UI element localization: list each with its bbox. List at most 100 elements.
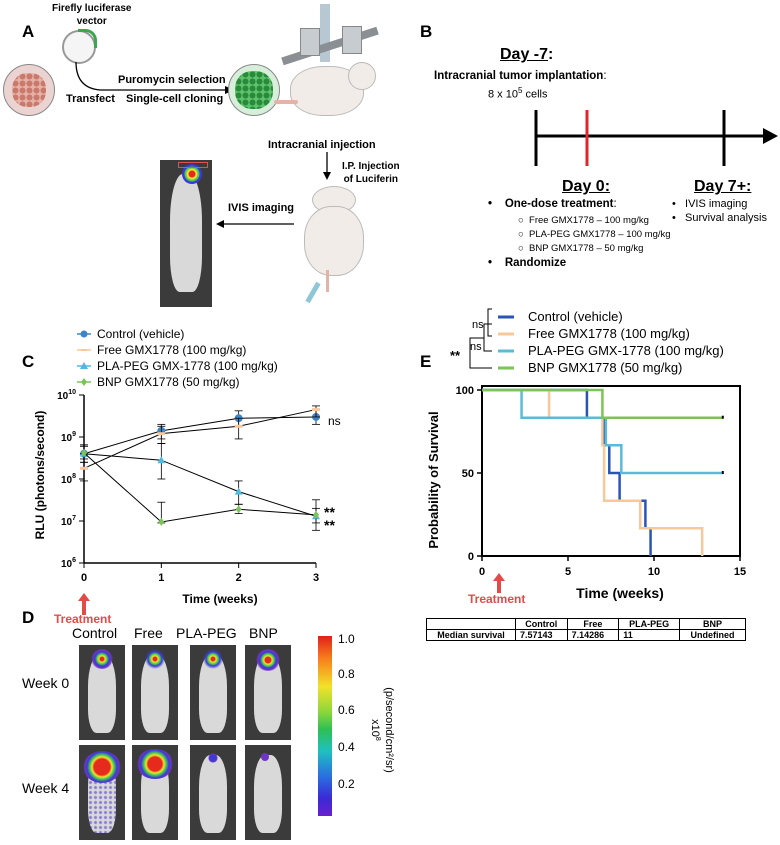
survival-chart-xlabel: Time (weeks) xyxy=(576,585,664,601)
data-point xyxy=(81,448,87,457)
data-point xyxy=(313,510,319,519)
after-text-1: IVIS imaging xyxy=(685,198,748,210)
panel-e-legend: ns ns ** Control (vehicle) Free GMX1778 … xyxy=(450,308,724,375)
data-point xyxy=(80,466,88,470)
legend-c-bnp: BNP GMX1778 (50 mg/kg) xyxy=(77,375,240,389)
table-cell: Undefined xyxy=(679,629,746,641)
legend-c-free: Free GMX1778 (100 mg/kg) xyxy=(77,343,246,357)
data-point xyxy=(235,505,242,514)
survival-chart-series xyxy=(482,388,724,556)
legend-e-free: Free GMX1778 (100 mg/kg) xyxy=(498,326,690,341)
treatment-arrow-e xyxy=(493,573,505,593)
timeline xyxy=(534,110,778,166)
data-point xyxy=(312,408,320,412)
rlu-chart: RLU (photons/second) Time (weeks) 106 107… xyxy=(33,389,341,606)
svg-text:x108: x108 xyxy=(369,719,381,741)
vector-label-line2: vector xyxy=(76,16,107,27)
plot-frame xyxy=(481,385,741,557)
day7-label: Day 7+: xyxy=(694,178,752,195)
data-point xyxy=(157,432,166,436)
image-week4-free xyxy=(132,745,178,840)
day-minus7-label: Day -7: xyxy=(500,46,553,64)
significance-stars-1: ** xyxy=(324,504,335,520)
treatment-item-1: ○ Free GMX1778 – 100 mg/kg xyxy=(518,215,649,226)
x-tick-label: 15 xyxy=(734,566,746,578)
after-item-2: • Survival analysis xyxy=(672,212,767,224)
cells-text: 8 x 10 xyxy=(488,88,518,101)
survival-curve-3 xyxy=(482,388,723,419)
rlu-chart-xlabel: Time (weeks) xyxy=(182,592,257,606)
survival-chart: Probability of Survival Time (weeks) 050… xyxy=(426,385,746,601)
treatment-text-3: BNP GMX1778 – 50 mg/kg xyxy=(529,243,644,254)
treatment-label-c: Treatment xyxy=(54,612,112,626)
treatment-item-2: ○ PLA-PEG GMX1778 – 100 mg/kg xyxy=(518,229,671,240)
data-point xyxy=(234,424,243,428)
data-point xyxy=(234,487,243,495)
x-tick-label: 0 xyxy=(81,572,87,584)
legend-c-control: Control (vehicle) xyxy=(77,327,184,341)
vector-label-line1: Firefly luciferase xyxy=(52,3,132,14)
scale-tick-3: 0.6 xyxy=(338,703,355,717)
panel-label-d: D xyxy=(22,608,35,627)
legend-e-control-label: Control (vehicle) xyxy=(528,309,623,324)
ip-line2: of Luciferin xyxy=(343,174,399,185)
treatment-arrow-c xyxy=(78,593,90,615)
ns-annotation: ns xyxy=(328,414,341,428)
image-week0-free xyxy=(132,645,178,740)
cells-exp: 5 xyxy=(517,86,523,95)
legend-c-control-label: Control (vehicle) xyxy=(97,327,184,341)
survival-chart-ylabel: Probability of Survival xyxy=(426,411,441,548)
treatment-text-1: Free GMX1778 – 100 mg/kg xyxy=(529,215,649,226)
implant-text: Intracranial tumor implantation xyxy=(434,70,604,82)
col-label-control: Control xyxy=(72,625,118,641)
series-line-3 xyxy=(83,452,317,523)
series-line-1 xyxy=(83,409,317,469)
legend-e-bnp-label: BNP GMX1778 (50 mg/kg) xyxy=(528,360,682,375)
col-label-bnp: BNP xyxy=(249,625,278,641)
scale-tick-5: 0.2 xyxy=(338,777,355,791)
y-tick-label: 109 xyxy=(61,431,76,444)
luciferase-cells-dish-icon xyxy=(228,64,280,116)
table-cell: 7.57143 xyxy=(515,629,568,641)
implant-colon: : xyxy=(603,70,607,82)
data-point xyxy=(157,456,166,464)
implant-label: Intracranial tumor implantation: xyxy=(434,70,607,82)
legend-e-plapeg-label: PLA-PEG GMX-1778 (100 mg/kg) xyxy=(528,343,724,358)
scale-tick-2: 0.8 xyxy=(338,667,355,681)
treatment-label-e: Treatment xyxy=(468,592,526,606)
row-label-week0: Week 0 xyxy=(22,675,70,691)
y-tick-label: 1010 xyxy=(57,389,76,402)
table-header-cell xyxy=(426,618,516,630)
scale-mult: x10 xyxy=(369,719,381,737)
y-tick-label: 50 xyxy=(462,468,474,480)
x-tick-label: 1 xyxy=(158,572,164,584)
significance-stars-2: ** xyxy=(324,517,335,533)
intracranial-text: Intracranial injection xyxy=(268,139,376,151)
table-header-cell: Free xyxy=(566,618,620,630)
x-tick-label: 10 xyxy=(648,566,660,578)
y-tick-label: 108 xyxy=(61,473,76,486)
table-row: Control Free PLA-PEG BNP xyxy=(426,618,746,630)
day0-label: Day 0: xyxy=(562,178,611,195)
scale-mult-exp: 8 xyxy=(374,737,381,741)
treatment-item-3: ○ BNP GMX1778 – 50 mg/kg xyxy=(518,243,644,254)
after-text-2: Survival analysis xyxy=(685,212,767,224)
col-label-free: Free xyxy=(134,625,163,641)
randomize-label: • Randomize xyxy=(488,257,567,269)
image-week0-control xyxy=(79,645,125,740)
vector-label: Firefly luciferase vector xyxy=(52,2,131,28)
panel-label-e: E xyxy=(420,352,432,371)
legend-e-ns2: ns xyxy=(470,341,482,353)
y-tick-label: 107 xyxy=(61,515,76,528)
x-tick-label: 3 xyxy=(313,572,319,584)
y-tick-label: 106 xyxy=(61,557,76,570)
table-header-cell: BNP xyxy=(679,618,746,630)
x-tick-label: 2 xyxy=(236,572,242,584)
image-week4-bnp xyxy=(245,745,291,840)
day-minus7-colon: : xyxy=(548,46,554,63)
table-cell: 11 xyxy=(618,629,681,641)
one-dose-text: One-dose treatment xyxy=(504,198,614,210)
legend-c-plapeg: PLA-PEG GMX-1778 (100 mg/kg) xyxy=(77,359,278,373)
one-dose-label: • One-dose treatment: xyxy=(488,198,617,210)
image-week0-bnp xyxy=(245,645,291,740)
